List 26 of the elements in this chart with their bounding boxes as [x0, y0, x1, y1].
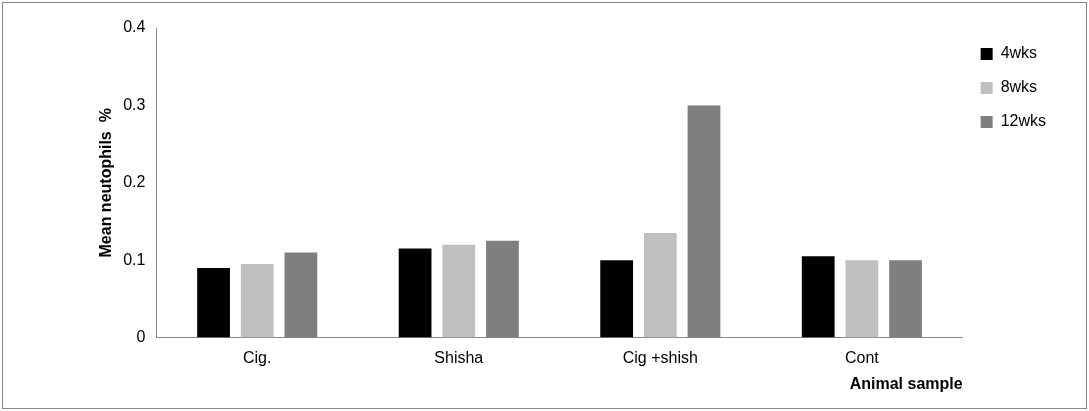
x-tick-label: Shisha [434, 348, 484, 366]
x-tick-label: Cont [844, 348, 880, 366]
x-axis-title: Animal sample [849, 374, 963, 392]
y-tick-label: 0.1 [123, 250, 146, 268]
bar [889, 260, 922, 338]
bar [801, 256, 835, 338]
y-tick-label: 0.2 [123, 173, 146, 191]
y-tick-label: 0 [136, 328, 146, 346]
bar [600, 260, 634, 338]
legend-label: 8wks [1000, 78, 1038, 96]
bar [643, 233, 677, 338]
bar [687, 105, 721, 338]
bar [486, 240, 519, 338]
x-tick-label: Cig +shish [622, 348, 698, 366]
legend-label: 4wks [1000, 44, 1038, 62]
bar [442, 244, 476, 338]
bar [398, 248, 432, 338]
y-tick-label: 0.3 [123, 95, 146, 113]
bar [284, 252, 318, 338]
bar [240, 264, 274, 338]
bar [197, 267, 230, 338]
legend-label: 12wks [1000, 112, 1047, 130]
y-axis-title: Mean neutophils % [97, 108, 115, 258]
bar [845, 260, 879, 338]
x-tick-label: Cig. [242, 348, 272, 366]
y-tick-label: 0.4 [123, 18, 146, 36]
